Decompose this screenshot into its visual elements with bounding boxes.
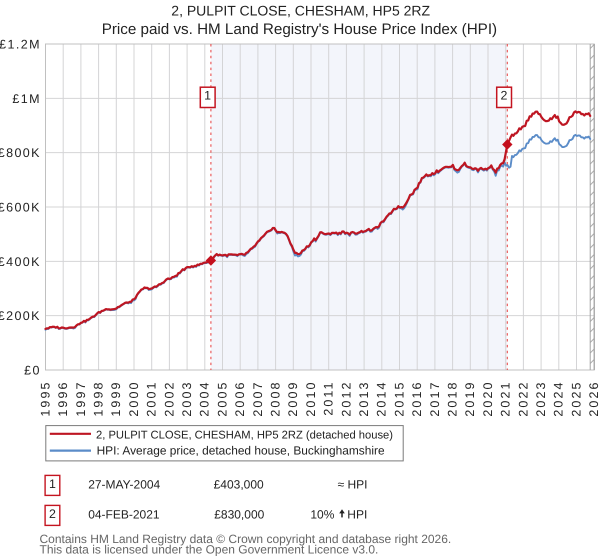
svg-text:2, PULPIT CLOSE, CHESHAM, HP5: 2, PULPIT CLOSE, CHESHAM, HP5 2RZ [171,2,430,18]
svg-text:1: 1 [204,89,211,103]
svg-text:£1.2M: £1.2M [0,38,41,52]
svg-text:2022: 2022 [516,380,530,416]
svg-text:2026: 2026 [587,380,600,416]
svg-text:HPI: Average price, detached h: HPI: Average price, detached house, Buck… [97,444,385,458]
svg-text:2007: 2007 [251,380,265,416]
svg-text:1998: 1998 [92,380,106,416]
svg-text:2012: 2012 [339,380,353,416]
svg-text:2013: 2013 [357,380,371,416]
svg-text:1996: 1996 [56,380,70,416]
svg-text:2001: 2001 [145,380,159,416]
svg-text:2021: 2021 [499,380,513,416]
svg-text:£1M: £1M [12,92,41,106]
svg-text:£600K: £600K [0,201,41,215]
svg-text:£830,000: £830,000 [214,507,264,521]
svg-text:2020: 2020 [481,380,495,416]
svg-text:2016: 2016 [410,380,424,416]
svg-text:£400K: £400K [0,255,41,269]
svg-text:2023: 2023 [534,380,548,416]
svg-text:2002: 2002 [162,380,176,416]
svg-text:Contains HM Land Registry data: Contains HM Land Registry data © Crown c… [40,532,452,546]
svg-text:2, PULPIT CLOSE, CHESHAM, HP5: 2, PULPIT CLOSE, CHESHAM, HP5 2RZ (detac… [96,430,393,442]
svg-text:≈ HPI: ≈ HPI [338,477,368,491]
svg-text:£403,000: £403,000 [214,477,264,491]
svg-text:2: 2 [501,89,508,103]
svg-text:£800K: £800K [0,146,41,160]
svg-text:2010: 2010 [304,380,318,416]
svg-text:1995: 1995 [38,380,52,416]
svg-text:1: 1 [49,477,56,491]
svg-text:2: 2 [49,507,56,521]
svg-text:2018: 2018 [446,380,460,416]
svg-text:1997: 1997 [74,380,88,416]
svg-text:2005: 2005 [215,380,229,416]
svg-text:10%: 10% [310,507,334,521]
svg-text:2017: 2017 [428,380,442,416]
svg-text:2024: 2024 [552,380,566,416]
svg-text:2004: 2004 [198,380,212,416]
svg-text:2003: 2003 [180,380,194,416]
svg-text:£200K: £200K [0,309,41,323]
svg-text:Price paid vs. HM Land Registr: Price paid vs. HM Land Registry's House … [102,21,497,38]
svg-text:2009: 2009 [286,380,300,416]
svg-text:This data is licensed under th: This data is licensed under the Open Gov… [40,542,379,556]
svg-text:2015: 2015 [392,380,406,416]
svg-text:2025: 2025 [569,380,583,416]
svg-text:1999: 1999 [109,380,123,416]
svg-text:2011: 2011 [322,380,336,415]
svg-text:HPI: HPI [347,507,367,521]
svg-text:2006: 2006 [233,380,247,416]
svg-text:2000: 2000 [127,380,141,416]
svg-text:£0: £0 [24,364,41,378]
svg-text:2014: 2014 [375,380,389,416]
svg-text:27-MAY-2004: 27-MAY-2004 [88,477,160,491]
svg-text:2008: 2008 [269,380,283,416]
svg-text:04-FEB-2021: 04-FEB-2021 [88,507,160,521]
svg-text:2019: 2019 [463,380,477,416]
